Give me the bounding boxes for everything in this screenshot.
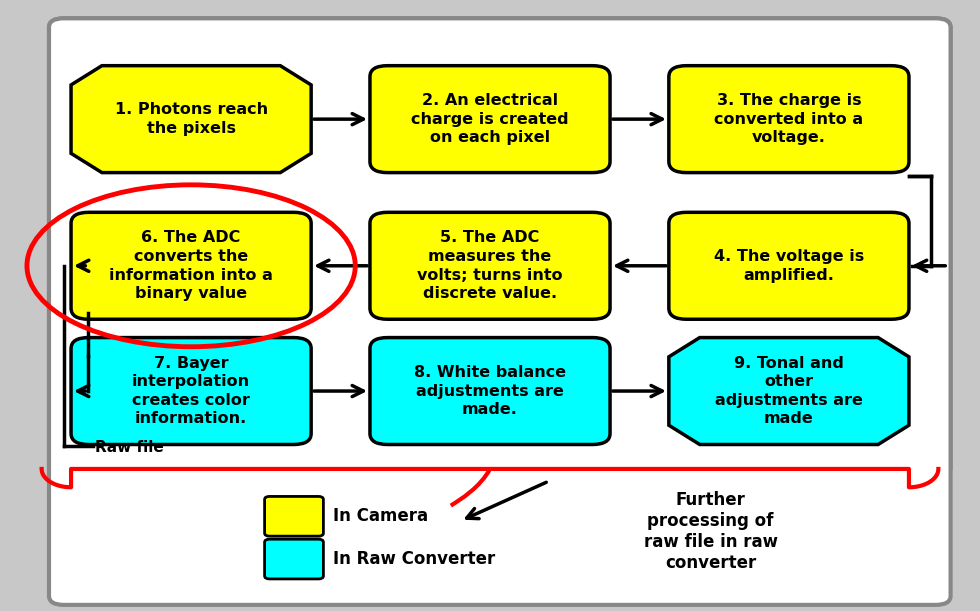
Text: 3. The charge is
converted into a
voltage.: 3. The charge is converted into a voltag…	[714, 93, 863, 145]
FancyBboxPatch shape	[669, 213, 909, 320]
FancyBboxPatch shape	[370, 65, 610, 172]
FancyBboxPatch shape	[49, 18, 951, 477]
Text: 6. The ADC
converts the
information into a
binary value: 6. The ADC converts the information into…	[109, 230, 273, 301]
Polygon shape	[669, 337, 908, 445]
Polygon shape	[72, 65, 312, 172]
Text: 4. The voltage is
amplified.: 4. The voltage is amplified.	[713, 249, 864, 282]
FancyBboxPatch shape	[370, 213, 610, 320]
FancyBboxPatch shape	[265, 539, 323, 579]
Text: 5. The ADC
measures the
volts; turns into
discrete value.: 5. The ADC measures the volts; turns int…	[417, 230, 563, 301]
Text: 9. Tonal and
other
adjustments are
made: 9. Tonal and other adjustments are made	[715, 356, 862, 426]
FancyBboxPatch shape	[370, 337, 610, 445]
Text: Raw file: Raw file	[95, 440, 164, 455]
Text: 7. Bayer
interpolation
creates color
information.: 7. Bayer interpolation creates color inf…	[132, 356, 250, 426]
Text: 2. An electrical
charge is created
on each pixel: 2. An electrical charge is created on ea…	[412, 93, 568, 145]
FancyBboxPatch shape	[265, 496, 323, 536]
Text: In Camera: In Camera	[333, 507, 428, 525]
FancyBboxPatch shape	[72, 213, 312, 320]
Text: 1. Photons reach
the pixels: 1. Photons reach the pixels	[115, 103, 268, 136]
Text: Further
processing of
raw file in raw
converter: Further processing of raw file in raw co…	[644, 491, 777, 572]
FancyBboxPatch shape	[49, 18, 951, 605]
FancyBboxPatch shape	[669, 65, 909, 172]
Text: 8. White balance
adjustments are
made.: 8. White balance adjustments are made.	[414, 365, 566, 417]
FancyBboxPatch shape	[72, 337, 312, 445]
Text: In Raw Converter: In Raw Converter	[333, 550, 496, 568]
